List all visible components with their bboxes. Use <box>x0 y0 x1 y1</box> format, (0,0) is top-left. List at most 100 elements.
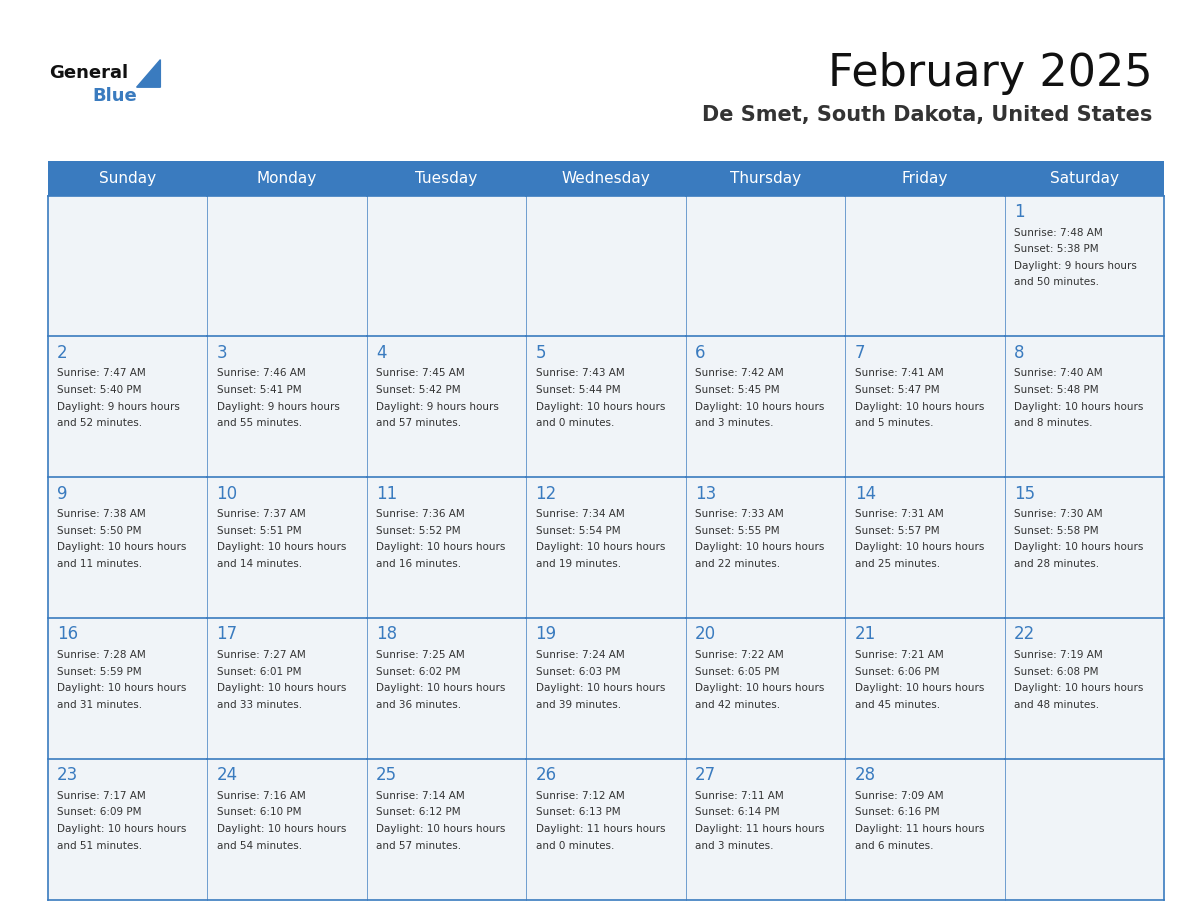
Bar <box>367 759 526 900</box>
Text: Sunset: 6:14 PM: Sunset: 6:14 PM <box>695 808 779 817</box>
Text: and 42 minutes.: and 42 minutes. <box>695 700 781 710</box>
Text: Daylight: 10 hours hours: Daylight: 10 hours hours <box>377 824 505 834</box>
Bar <box>1005 618 1164 759</box>
Text: and 3 minutes.: and 3 minutes. <box>695 418 773 428</box>
Text: Sunrise: 7:27 AM: Sunrise: 7:27 AM <box>216 650 305 660</box>
Text: Sunrise: 7:43 AM: Sunrise: 7:43 AM <box>536 368 625 378</box>
Text: and 11 minutes.: and 11 minutes. <box>57 559 143 569</box>
Text: and 28 minutes.: and 28 minutes. <box>1015 559 1099 569</box>
Bar <box>526 161 685 196</box>
Text: and 0 minutes.: and 0 minutes. <box>536 418 614 428</box>
Text: and 22 minutes.: and 22 minutes. <box>695 559 781 569</box>
Text: 7: 7 <box>854 343 865 362</box>
Text: and 8 minutes.: and 8 minutes. <box>1015 418 1093 428</box>
Text: Daylight: 10 hours hours: Daylight: 10 hours hours <box>377 543 505 553</box>
Text: Sunrise: 7:40 AM: Sunrise: 7:40 AM <box>1015 368 1102 378</box>
Text: 6: 6 <box>695 343 706 362</box>
Text: 27: 27 <box>695 767 716 784</box>
Text: Friday: Friday <box>902 171 948 185</box>
Text: Sunrise: 7:33 AM: Sunrise: 7:33 AM <box>695 509 784 520</box>
Bar <box>685 759 845 900</box>
Text: General: General <box>50 64 128 83</box>
Text: and 52 minutes.: and 52 minutes. <box>57 418 143 428</box>
Text: Daylight: 11 hours hours: Daylight: 11 hours hours <box>854 824 984 834</box>
Bar <box>207 196 367 336</box>
Text: 1: 1 <box>1015 203 1025 221</box>
Text: Daylight: 10 hours hours: Daylight: 10 hours hours <box>695 683 824 693</box>
Text: Sunrise: 7:47 AM: Sunrise: 7:47 AM <box>57 368 146 378</box>
Text: 28: 28 <box>854 767 876 784</box>
Bar <box>685 477 845 618</box>
Text: De Smet, South Dakota, United States: De Smet, South Dakota, United States <box>702 105 1152 125</box>
Text: Sunset: 5:59 PM: Sunset: 5:59 PM <box>57 666 141 677</box>
Text: Wednesday: Wednesday <box>562 171 650 185</box>
Text: Daylight: 10 hours hours: Daylight: 10 hours hours <box>695 543 824 553</box>
Text: Sunrise: 7:36 AM: Sunrise: 7:36 AM <box>377 509 465 520</box>
Text: and 33 minutes.: and 33 minutes. <box>216 700 302 710</box>
Text: Daylight: 10 hours hours: Daylight: 10 hours hours <box>216 824 346 834</box>
Text: 22: 22 <box>1015 625 1036 644</box>
Bar <box>685 196 845 336</box>
Text: and 31 minutes.: and 31 minutes. <box>57 700 143 710</box>
Bar <box>48 618 207 759</box>
Text: and 55 minutes.: and 55 minutes. <box>216 418 302 428</box>
Text: Sunset: 6:02 PM: Sunset: 6:02 PM <box>377 666 461 677</box>
Text: Sunrise: 7:16 AM: Sunrise: 7:16 AM <box>216 791 305 800</box>
Text: Thursday: Thursday <box>729 171 801 185</box>
Text: Sunrise: 7:38 AM: Sunrise: 7:38 AM <box>57 509 146 520</box>
Text: 25: 25 <box>377 767 397 784</box>
Text: and 16 minutes.: and 16 minutes. <box>377 559 461 569</box>
Text: 20: 20 <box>695 625 716 644</box>
Text: and 57 minutes.: and 57 minutes. <box>377 841 461 850</box>
Text: and 36 minutes.: and 36 minutes. <box>377 700 461 710</box>
Text: and 45 minutes.: and 45 minutes. <box>854 700 940 710</box>
Bar <box>48 161 207 196</box>
Text: Daylight: 10 hours hours: Daylight: 10 hours hours <box>216 683 346 693</box>
Bar <box>526 759 685 900</box>
Text: Sunrise: 7:25 AM: Sunrise: 7:25 AM <box>377 650 465 660</box>
Bar <box>48 336 207 477</box>
Text: Sunset: 5:58 PM: Sunset: 5:58 PM <box>1015 526 1099 536</box>
Text: and 57 minutes.: and 57 minutes. <box>377 418 461 428</box>
Text: Sunset: 5:50 PM: Sunset: 5:50 PM <box>57 526 141 536</box>
Text: Sunday: Sunday <box>99 171 156 185</box>
Text: 16: 16 <box>57 625 78 644</box>
Bar <box>685 618 845 759</box>
Text: Sunrise: 7:48 AM: Sunrise: 7:48 AM <box>1015 228 1102 238</box>
Text: Sunrise: 7:46 AM: Sunrise: 7:46 AM <box>216 368 305 378</box>
Bar <box>1005 196 1164 336</box>
Bar <box>48 477 207 618</box>
Text: Sunrise: 7:45 AM: Sunrise: 7:45 AM <box>377 368 465 378</box>
Text: 17: 17 <box>216 625 238 644</box>
Text: and 19 minutes.: and 19 minutes. <box>536 559 621 569</box>
Text: Daylight: 10 hours hours: Daylight: 10 hours hours <box>57 543 187 553</box>
Text: Daylight: 10 hours hours: Daylight: 10 hours hours <box>1015 683 1144 693</box>
Text: 3: 3 <box>216 343 227 362</box>
Bar <box>367 618 526 759</box>
Bar <box>1005 161 1164 196</box>
Bar <box>526 618 685 759</box>
Text: 18: 18 <box>377 625 397 644</box>
Text: Sunrise: 7:37 AM: Sunrise: 7:37 AM <box>216 509 305 520</box>
Text: 11: 11 <box>377 485 397 502</box>
Bar <box>207 618 367 759</box>
Bar <box>48 196 207 336</box>
Text: and 5 minutes.: and 5 minutes. <box>854 418 934 428</box>
Bar <box>207 336 367 477</box>
Text: Sunset: 5:38 PM: Sunset: 5:38 PM <box>1015 244 1099 254</box>
Text: 19: 19 <box>536 625 557 644</box>
Text: Sunrise: 7:34 AM: Sunrise: 7:34 AM <box>536 509 625 520</box>
Bar <box>367 477 526 618</box>
Text: Sunset: 5:45 PM: Sunset: 5:45 PM <box>695 385 779 395</box>
Text: 5: 5 <box>536 343 546 362</box>
Bar <box>526 196 685 336</box>
Text: Daylight: 10 hours hours: Daylight: 10 hours hours <box>536 401 665 411</box>
Text: and 6 minutes.: and 6 minutes. <box>854 841 934 850</box>
Text: Sunrise: 7:17 AM: Sunrise: 7:17 AM <box>57 791 146 800</box>
Text: Sunset: 5:48 PM: Sunset: 5:48 PM <box>1015 385 1099 395</box>
Text: 14: 14 <box>854 485 876 502</box>
Text: Daylight: 9 hours hours: Daylight: 9 hours hours <box>377 401 499 411</box>
Text: 13: 13 <box>695 485 716 502</box>
Bar <box>48 759 207 900</box>
Text: Sunrise: 7:24 AM: Sunrise: 7:24 AM <box>536 650 625 660</box>
